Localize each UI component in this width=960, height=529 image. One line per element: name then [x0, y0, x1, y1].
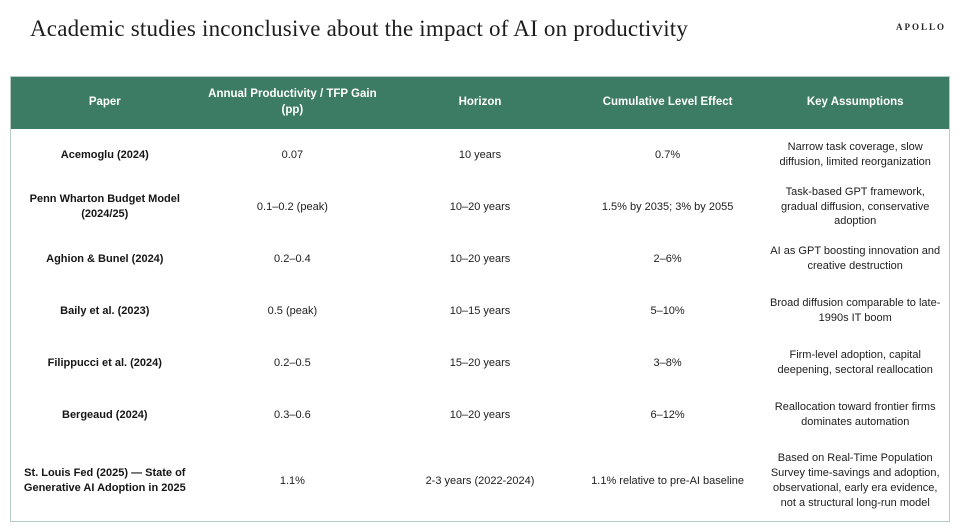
cell-assumptions: AI as GPT boosting innovation and creati…	[770, 245, 941, 272]
cell-paper: Baily et al. (2023)	[60, 304, 150, 317]
header-annual-gain: Annual Productivity / TFP Gain (pp)	[208, 88, 377, 116]
table-row: Aghion & Bunel (2024) 0.2–0.4 10–20 year…	[11, 233, 949, 285]
cell-paper: Filippucci et al. (2024)	[47, 356, 162, 369]
cell-effect: 6–12%	[650, 408, 685, 421]
cell-paper: Bergeaud (2024)	[62, 408, 148, 421]
cell-effect: 0.7%	[655, 148, 681, 161]
cell-assumptions: Narrow task coverage, slow diffusion, li…	[779, 141, 931, 168]
apollo-logo: APOLLO	[895, 22, 946, 32]
header-horizon: Horizon	[458, 96, 502, 109]
cell-gain: 0.07	[281, 148, 304, 161]
table-header-row: Paper Annual Productivity / TFP Gain (pp…	[11, 77, 949, 129]
cell-paper: Aghion & Bunel (2024)	[46, 252, 164, 265]
cell-assumptions: Broad diffusion comparable to late-1990s…	[769, 297, 941, 324]
cell-horizon: 10–20 years	[449, 200, 511, 213]
table-row: St. Louis Fed (2025) — State of Generati…	[11, 441, 949, 521]
cell-horizon: 10 years	[458, 148, 502, 161]
cell-gain: 0.5 (peak)	[267, 304, 318, 317]
cell-assumptions: Reallocation toward frontier firms domin…	[774, 401, 936, 428]
cell-gain: 0.3–0.6	[274, 408, 311, 421]
table-row: Filippucci et al. (2024) 0.2–0.5 15–20 y…	[11, 337, 949, 389]
cell-effect: 2–6%	[653, 252, 682, 265]
table-row: Penn Wharton Budget Model (2024/25) 0.1–…	[11, 181, 949, 233]
cell-assumptions: Based on Real-Time Population Survey tim…	[770, 452, 940, 509]
table-row: Acemoglu (2024) 0.07 10 years 0.7% Narro…	[11, 129, 949, 181]
cell-effect: 5–10%	[650, 304, 685, 317]
cell-gain: 1.1%	[279, 474, 305, 487]
cell-paper: Acemoglu (2024)	[60, 148, 149, 161]
cell-assumptions: Firm-level adoption, capital deepening, …	[777, 349, 933, 376]
cell-assumptions: Task-based GPT framework, gradual diffus…	[781, 185, 930, 228]
cell-effect: 1.5% by 2035; 3% by 2055	[601, 200, 734, 213]
cell-effect: 1.1% relative to pre-AI baseline	[591, 474, 745, 487]
cell-effect: 3–8%	[653, 356, 682, 369]
page-title: Academic studies inconclusive about the …	[30, 16, 689, 41]
cell-horizon: 10–20 years	[449, 252, 511, 265]
cell-gain: 0.2–0.4	[274, 252, 311, 265]
cell-paper: St. Louis Fed (2025) — State of Generati…	[23, 467, 186, 494]
cell-horizon: 10–20 years	[449, 408, 511, 421]
header-key-assumptions: Key Assumptions	[806, 96, 904, 109]
header-paper: Paper	[88, 96, 121, 109]
cell-gain: 0.1–0.2 (peak)	[256, 200, 328, 213]
table-row: Baily et al. (2023) 0.5 (peak) 10–15 yea…	[11, 285, 949, 337]
cell-paper: Penn Wharton Budget Model (2024/25)	[29, 193, 180, 220]
studies-table: Paper Annual Productivity / TFP Gain (pp…	[10, 76, 950, 522]
table-row: Bergeaud (2024) 0.3–0.6 10–20 years 6–12…	[11, 389, 949, 441]
cell-horizon: 2-3 years (2022-2024)	[425, 474, 535, 487]
cell-horizon: 15–20 years	[449, 356, 511, 369]
cell-gain: 0.2–0.5	[274, 356, 311, 369]
cell-horizon: 10–15 years	[449, 304, 511, 317]
header-cumulative-effect: Cumulative Level Effect	[602, 96, 733, 109]
